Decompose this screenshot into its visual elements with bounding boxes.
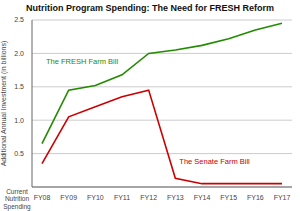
svg-text:The Senate Farm Bill: The Senate Farm Bill [179,157,250,166]
svg-text:0.5: 0.5 [14,150,24,157]
html-text:Nutrition Program Spending: Th: Nutrition Program Spending: The Need for… [26,3,274,13]
svg-text:FY14: FY14 [194,194,211,201]
svg-text:FY16: FY16 [247,194,264,201]
svg-text:FY13: FY13 [167,194,184,201]
svg-text:FY08: FY08 [34,194,51,201]
svg-text:1.0: 1.0 [14,117,24,124]
svg-text:FY12: FY12 [140,194,157,201]
svg-text:2.0: 2.0 [14,50,24,57]
svg-text:1.5: 1.5 [14,83,24,90]
svg-text:FY17: FY17 [274,194,291,201]
svg-text:FY09: FY09 [60,194,77,201]
svg-text:FY15: FY15 [220,194,237,201]
svg-text:FY10: FY10 [87,194,104,201]
svg-text:FY11: FY11 [114,194,130,201]
html-text:Current: Current [6,187,28,195]
svg-text:The FRESH Farm Bill: The FRESH Farm Bill [46,57,118,66]
html-text:Spending: Spending [3,202,31,210]
html-text:Nutrition: Nutrition [4,195,30,202]
svg-text:Additional Annual Investment (: Additional Annual Investment (in billion… [0,41,8,167]
svg-text:2.5: 2.5 [14,16,24,23]
